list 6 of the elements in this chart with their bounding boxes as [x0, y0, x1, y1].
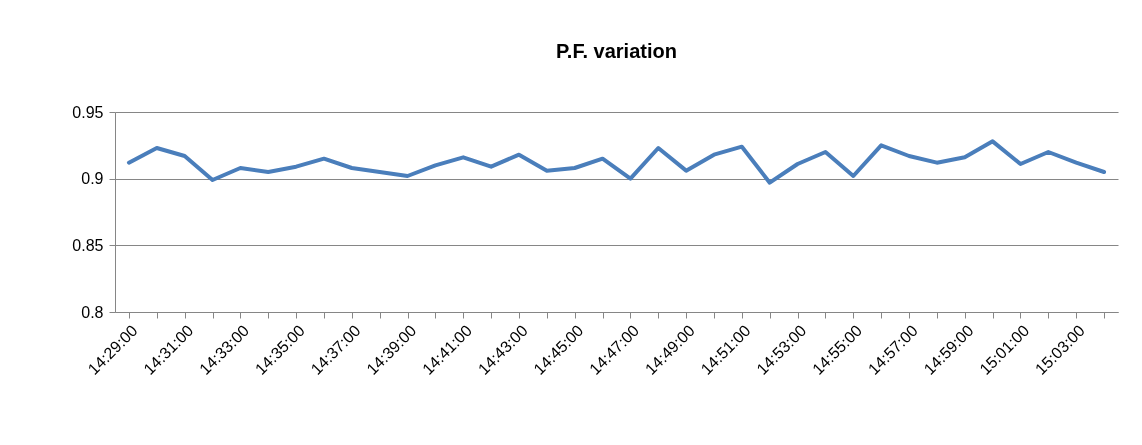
y-tick-label: 0.85 [72, 236, 104, 254]
y-tick-label: 0.9 [81, 170, 104, 188]
y-tick-label: 0.8 [81, 303, 104, 321]
chart-title: P.F. variation [556, 40, 677, 62]
line-series [126, 139, 1107, 185]
y-tick-label: 0.95 [72, 103, 104, 121]
